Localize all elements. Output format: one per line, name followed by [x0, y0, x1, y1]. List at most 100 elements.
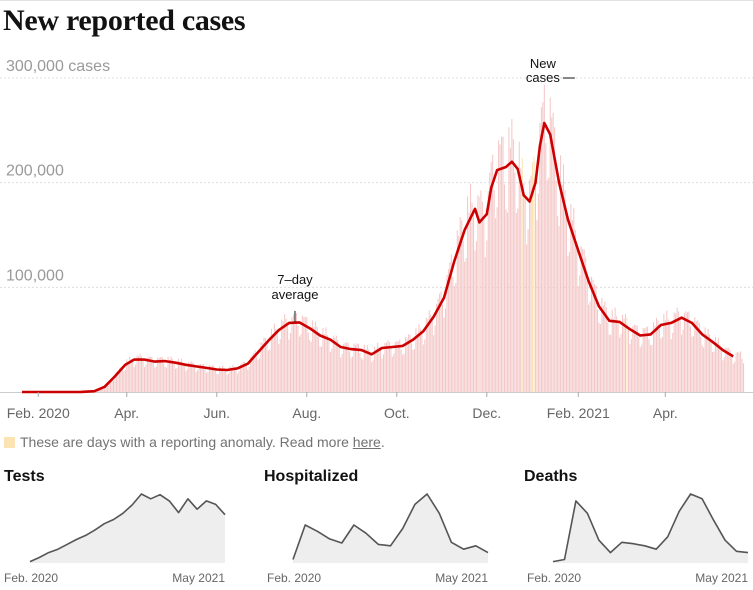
- daily-bar: [574, 230, 576, 392]
- daily-bar: [298, 336, 300, 392]
- mini-line: [292, 493, 489, 560]
- daily-bar: [110, 379, 112, 392]
- daily-bar: [291, 317, 293, 392]
- daily-bar: [356, 343, 358, 392]
- daily-bar: [322, 327, 324, 392]
- daily-bar: [582, 248, 584, 392]
- daily-bar: [658, 328, 660, 392]
- mini-area: [30, 494, 225, 563]
- daily-bar: [111, 380, 113, 392]
- daily-bar: [229, 366, 231, 392]
- daily-bar: [195, 372, 197, 392]
- daily-bar: [462, 240, 464, 392]
- daily-bar: [205, 372, 207, 392]
- y-tick-label: 300,000 cases: [6, 58, 110, 75]
- mini-x-label-end: May 2021: [435, 571, 488, 585]
- daily-bar: [517, 208, 519, 392]
- daily-bar: [534, 187, 536, 392]
- daily-bar: [400, 349, 402, 392]
- daily-bar: [366, 345, 368, 392]
- daily-bar: [281, 319, 283, 392]
- daily-bar: [560, 155, 562, 392]
- daily-bar: [403, 353, 405, 392]
- daily-bar: [428, 310, 430, 392]
- mini-chart-0: Feb. 2020 May 2021: [4, 493, 226, 585]
- daily-bar: [132, 360, 134, 392]
- daily-bars: [48, 84, 745, 393]
- daily-bar: [351, 356, 354, 392]
- daily-bar: [561, 184, 563, 392]
- daily-bar: [213, 365, 215, 392]
- daily-bar: [691, 336, 693, 392]
- daily-bar: [546, 180, 548, 392]
- daily-bar: [456, 230, 458, 392]
- daily-bar: [682, 329, 684, 392]
- daily-bar: [309, 340, 311, 392]
- daily-bar: [475, 241, 477, 392]
- daily-bar: [276, 332, 278, 392]
- x-tick-label: Feb. 2020: [7, 405, 70, 421]
- daily-bar: [548, 177, 550, 392]
- daily-bar: [614, 307, 616, 392]
- daily-bar: [706, 334, 708, 392]
- daily-bar: [526, 244, 528, 392]
- daily-bar: [235, 368, 237, 392]
- daily-bar: [169, 359, 171, 392]
- daily-bar: [101, 388, 103, 392]
- x-tick-label: Jun.: [204, 405, 230, 421]
- daily-bar: [151, 356, 153, 392]
- daily-bar: [236, 374, 238, 392]
- daily-bar: [210, 366, 212, 392]
- daily-bar: [568, 251, 570, 392]
- daily-bar: [471, 202, 473, 392]
- daily-bar: [722, 360, 724, 392]
- daily-bar: [374, 346, 376, 392]
- daily-bar: [411, 343, 413, 392]
- daily-bar: [140, 356, 143, 392]
- daily-bar: [384, 342, 386, 392]
- x-tick-label: Dec.: [472, 405, 501, 421]
- daily-bar: [477, 195, 479, 392]
- daily-bar: [415, 328, 417, 392]
- page-title: New reported cases: [3, 4, 246, 37]
- daily-bar: [416, 333, 418, 392]
- daily-bar: [524, 199, 526, 392]
- daily-bar: [673, 312, 675, 392]
- mini-x-label-start: Feb. 2020: [4, 571, 58, 585]
- daily-bar: [424, 339, 426, 392]
- daily-bar: [292, 314, 295, 392]
- daily-bar: [430, 314, 432, 392]
- daily-bar: [126, 359, 128, 392]
- anomaly-bar: [533, 156, 535, 392]
- daily-bar: [607, 322, 609, 392]
- daily-bar: [326, 335, 328, 392]
- daily-bar: [357, 344, 359, 392]
- daily-bar: [310, 341, 312, 392]
- daily-bar: [678, 311, 680, 392]
- mini-x-label-start: Feb. 2020: [267, 571, 321, 585]
- daily-bar: [387, 340, 389, 392]
- daily-bar: [371, 362, 373, 392]
- daily-bar: [701, 345, 703, 392]
- daily-bar: [170, 356, 172, 392]
- daily-bar: [409, 334, 411, 392]
- daily-bar: [129, 356, 131, 392]
- daily-bar: [670, 338, 672, 392]
- daily-bar: [468, 212, 470, 392]
- daily-bar: [697, 320, 699, 392]
- x-tick-label: Feb. 2021: [547, 405, 610, 421]
- daily-bar: [502, 136, 504, 392]
- daily-bar: [689, 326, 691, 392]
- daily-bar: [616, 316, 618, 392]
- daily-bar: [562, 164, 565, 392]
- daily-bar: [332, 335, 334, 392]
- daily-bar: [285, 318, 287, 392]
- daily-bar: [593, 284, 596, 392]
- anomaly-bar: [532, 162, 534, 392]
- daily-bar: [703, 347, 705, 392]
- daily-bar: [390, 348, 392, 392]
- daily-bar: [717, 337, 719, 392]
- daily-bar: [681, 334, 683, 392]
- read-more-link[interactable]: here: [352, 434, 381, 450]
- daily-bar: [295, 313, 297, 392]
